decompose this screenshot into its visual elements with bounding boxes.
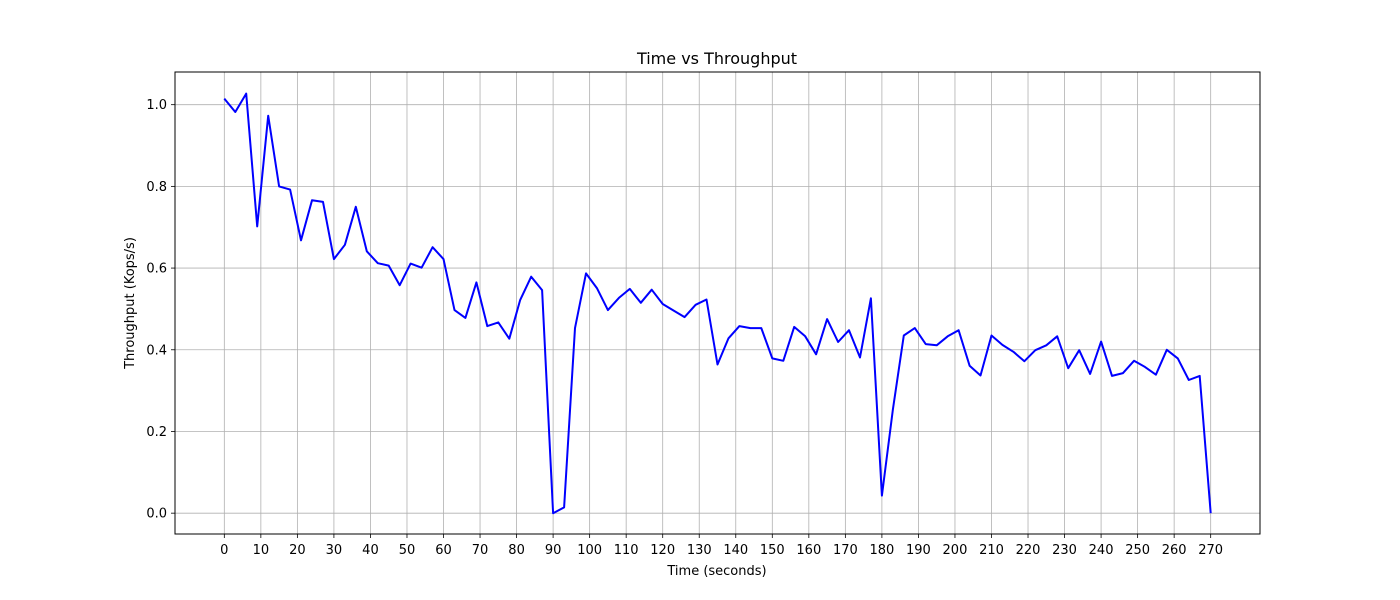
y-tick-label: 1.0 xyxy=(146,98,167,113)
x-tick-label: 90 xyxy=(545,543,562,558)
x-tick-label: 160 xyxy=(796,543,821,558)
x-tick-label: 70 xyxy=(472,543,489,558)
x-tick-label: 80 xyxy=(508,543,525,558)
throughput-line xyxy=(223,92,1212,515)
y-tick-label: 0.0 xyxy=(146,507,167,522)
chart-title: Time vs Throughput xyxy=(636,49,797,68)
plot-area-frame xyxy=(174,71,1261,535)
x-tick-label: 250 xyxy=(1125,543,1150,558)
y-axis-title: Throughput (Kops/s) xyxy=(123,237,138,370)
x-tick-label: 150 xyxy=(760,543,785,558)
x-tick-label: 140 xyxy=(723,543,748,558)
x-axis-title: Time (seconds) xyxy=(666,564,766,579)
x-tick-label: 130 xyxy=(687,543,712,558)
x-tick-label: 110 xyxy=(614,543,639,558)
x-tick-label: 170 xyxy=(833,543,858,558)
data-series xyxy=(223,92,1212,515)
x-tick-label: 220 xyxy=(1016,543,1041,558)
x-tick-label: 20 xyxy=(289,543,306,558)
x-tick-label: 30 xyxy=(326,543,343,558)
x-tick-label: 10 xyxy=(253,543,270,558)
x-tick-label: 40 xyxy=(362,543,379,558)
x-tick-label: 50 xyxy=(399,543,416,558)
y-tick-label: 0.4 xyxy=(146,343,167,358)
y-tick-label: 0.8 xyxy=(146,180,167,195)
x-tick-label: 200 xyxy=(943,543,968,558)
x-tick-label: 230 xyxy=(1052,543,1077,558)
y-tick-label: 0.2 xyxy=(146,425,167,440)
x-tick-label: 210 xyxy=(979,543,1004,558)
x-tick-label: 180 xyxy=(869,543,894,558)
x-axis-ticks: 0 10 20 30 40 50 60 70 80 90 100 110 120 130 140 150 160… xyxy=(220,534,1223,558)
x-tick-label: 260 xyxy=(1162,543,1187,558)
y-tick-label: 0.6 xyxy=(146,262,167,277)
x-tick-label: 0 xyxy=(220,543,228,558)
x-tick-label: 60 xyxy=(435,543,452,558)
x-tick-label: 100 xyxy=(577,543,602,558)
x-tick-label: 240 xyxy=(1089,543,1114,558)
x-tick-label: 270 xyxy=(1198,543,1223,558)
y-axis-ticks: 0.0 0.2 0.4 0.6 0.8 1.0 xyxy=(146,98,175,522)
x-tick-label: 190 xyxy=(906,543,931,558)
x-tick-label: 120 xyxy=(650,543,675,558)
